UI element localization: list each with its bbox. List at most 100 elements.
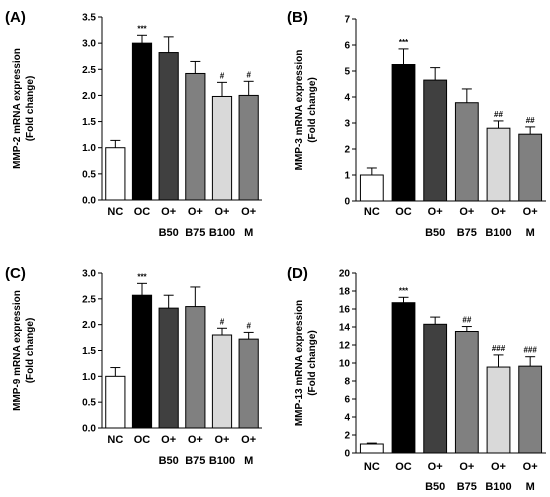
significance-label: ## (494, 110, 503, 119)
bar (238, 94, 259, 201)
chart-panel-b: (B) MMP-3 mRNA expression (Fold change) 0 1 2… (287, 9, 546, 239)
significance-label: *** (399, 38, 409, 47)
y-tick-label: 0 (344, 449, 350, 460)
y-tick-label: 5 (344, 67, 350, 78)
y-tick-label: 1 (344, 171, 350, 182)
y-tick-label: 1.5 (82, 346, 96, 357)
y-axis-title: MMP-13 mRNA expression (Fold change) (294, 300, 318, 426)
y-tick-label: 1.0 (82, 372, 96, 383)
x-tick-label: OC (134, 434, 151, 446)
y-axis-title-line-1: MMP-9 mRNA expression (12, 290, 23, 411)
y-tick-label: 14 (339, 323, 351, 334)
bar (423, 79, 448, 202)
y-tick-label: 3.0 (82, 269, 96, 280)
y-tick-label: 1.5 (82, 117, 96, 128)
y-tick-label: 2 (344, 145, 350, 156)
y-tick-label: 12 (339, 341, 351, 352)
x-tick-label: B100 (209, 227, 235, 239)
x-tick-label: O+ (161, 434, 176, 446)
y-tick-label: 6 (344, 395, 350, 406)
x-tick-label: B50 (159, 227, 179, 239)
bar (454, 331, 479, 454)
y-axis-title: MMP-9 mRNA expression (Fold change) (12, 290, 36, 411)
x-tick-label: B75 (457, 481, 477, 493)
significance-label: *** (137, 24, 147, 33)
y-tick-label: 3.5 (82, 13, 96, 24)
x-tick-label: O+ (188, 206, 203, 218)
y-axis-title-line-1: MMP-2 mRNA expression (12, 48, 23, 169)
x-tick-label: M (526, 227, 535, 239)
bar (185, 72, 206, 201)
chart-panel-a: (A) MMP-2 mRNA expression (Fold change) 0.0… (5, 9, 262, 239)
x-tick-label: O+ (491, 206, 506, 218)
y-axis-title: MMP-2 mRNA expression (Fold change) (12, 48, 36, 169)
bar (391, 302, 416, 454)
bar (238, 338, 259, 429)
y-tick-label: 4 (344, 93, 350, 104)
panel-label: (B) (287, 9, 308, 26)
panel-label: (A) (5, 9, 26, 26)
significance-label: *** (399, 286, 409, 295)
y-tick-label: 18 (339, 287, 351, 298)
chart-panel-c: (C) MMP-9 mRNA expression (Fold change) 0.0… (5, 265, 262, 467)
significance-label: # (220, 71, 225, 80)
x-tick-label: NC (364, 461, 380, 473)
x-tick-label: O+ (459, 461, 474, 473)
x-tick-label: B75 (457, 227, 477, 239)
significance-label: # (246, 70, 251, 79)
significance-label: *** (137, 272, 147, 281)
y-tick-label: 2.5 (82, 294, 96, 305)
bar (158, 307, 179, 429)
y-tick-label: 4 (344, 413, 350, 424)
y-tick-label: 3.0 (82, 39, 96, 50)
y-tick-label: 0.0 (82, 196, 96, 207)
y-tick-label: 0.5 (82, 398, 96, 409)
chart-panel-d: (D) MMP-13 mRNA expression (Fold change) 0 2… (287, 265, 546, 493)
y-tick-label: 2.0 (82, 91, 96, 102)
significance-label: ### (492, 344, 506, 353)
y-tick-label: 0.5 (82, 169, 96, 180)
x-tick-label: M (244, 455, 253, 467)
panel-label: (D) (287, 265, 308, 282)
bar (486, 127, 511, 202)
x-tick-label: O+ (161, 206, 176, 218)
x-tick-label: O+ (188, 434, 203, 446)
bar (518, 133, 543, 202)
bar (105, 147, 126, 201)
x-tick-label: M (244, 227, 253, 239)
x-tick-label: B75 (185, 227, 205, 239)
x-tick-label: B50 (159, 455, 179, 467)
significance-label: ## (526, 116, 535, 125)
bar (454, 102, 479, 202)
significance-label: # (246, 321, 251, 330)
y-axis-title-line-2: (Fold change) (307, 330, 318, 396)
y-tick-label: 10 (339, 359, 351, 370)
y-axis-title-line-2: (Fold change) (307, 77, 318, 143)
bar (131, 294, 153, 429)
significance-label: # (220, 317, 225, 326)
bar (158, 52, 179, 201)
x-tick-label: O+ (459, 206, 474, 218)
y-tick-label: 6 (344, 41, 350, 52)
y-tick-label: 2.0 (82, 320, 96, 331)
bar (105, 375, 126, 429)
bar (185, 306, 206, 429)
x-tick-label: O+ (215, 434, 230, 446)
x-tick-label: B75 (185, 455, 205, 467)
y-tick-label: 0.0 (82, 424, 96, 435)
x-tick-label: NC (107, 434, 123, 446)
bar (359, 443, 384, 454)
x-tick-label: OC (395, 461, 412, 473)
y-axis-title-line-2: (Fold change) (25, 76, 36, 142)
x-tick-label: B50 (425, 481, 445, 493)
y-tick-label: 16 (339, 305, 351, 316)
x-tick-label: B100 (209, 455, 235, 467)
significance-label: ## (462, 316, 471, 325)
x-tick-label: B50 (425, 227, 445, 239)
x-tick-label: B100 (485, 227, 511, 239)
bar (518, 365, 543, 454)
x-tick-label: O+ (523, 206, 538, 218)
bar (486, 366, 511, 454)
panel-label: (C) (5, 265, 26, 282)
